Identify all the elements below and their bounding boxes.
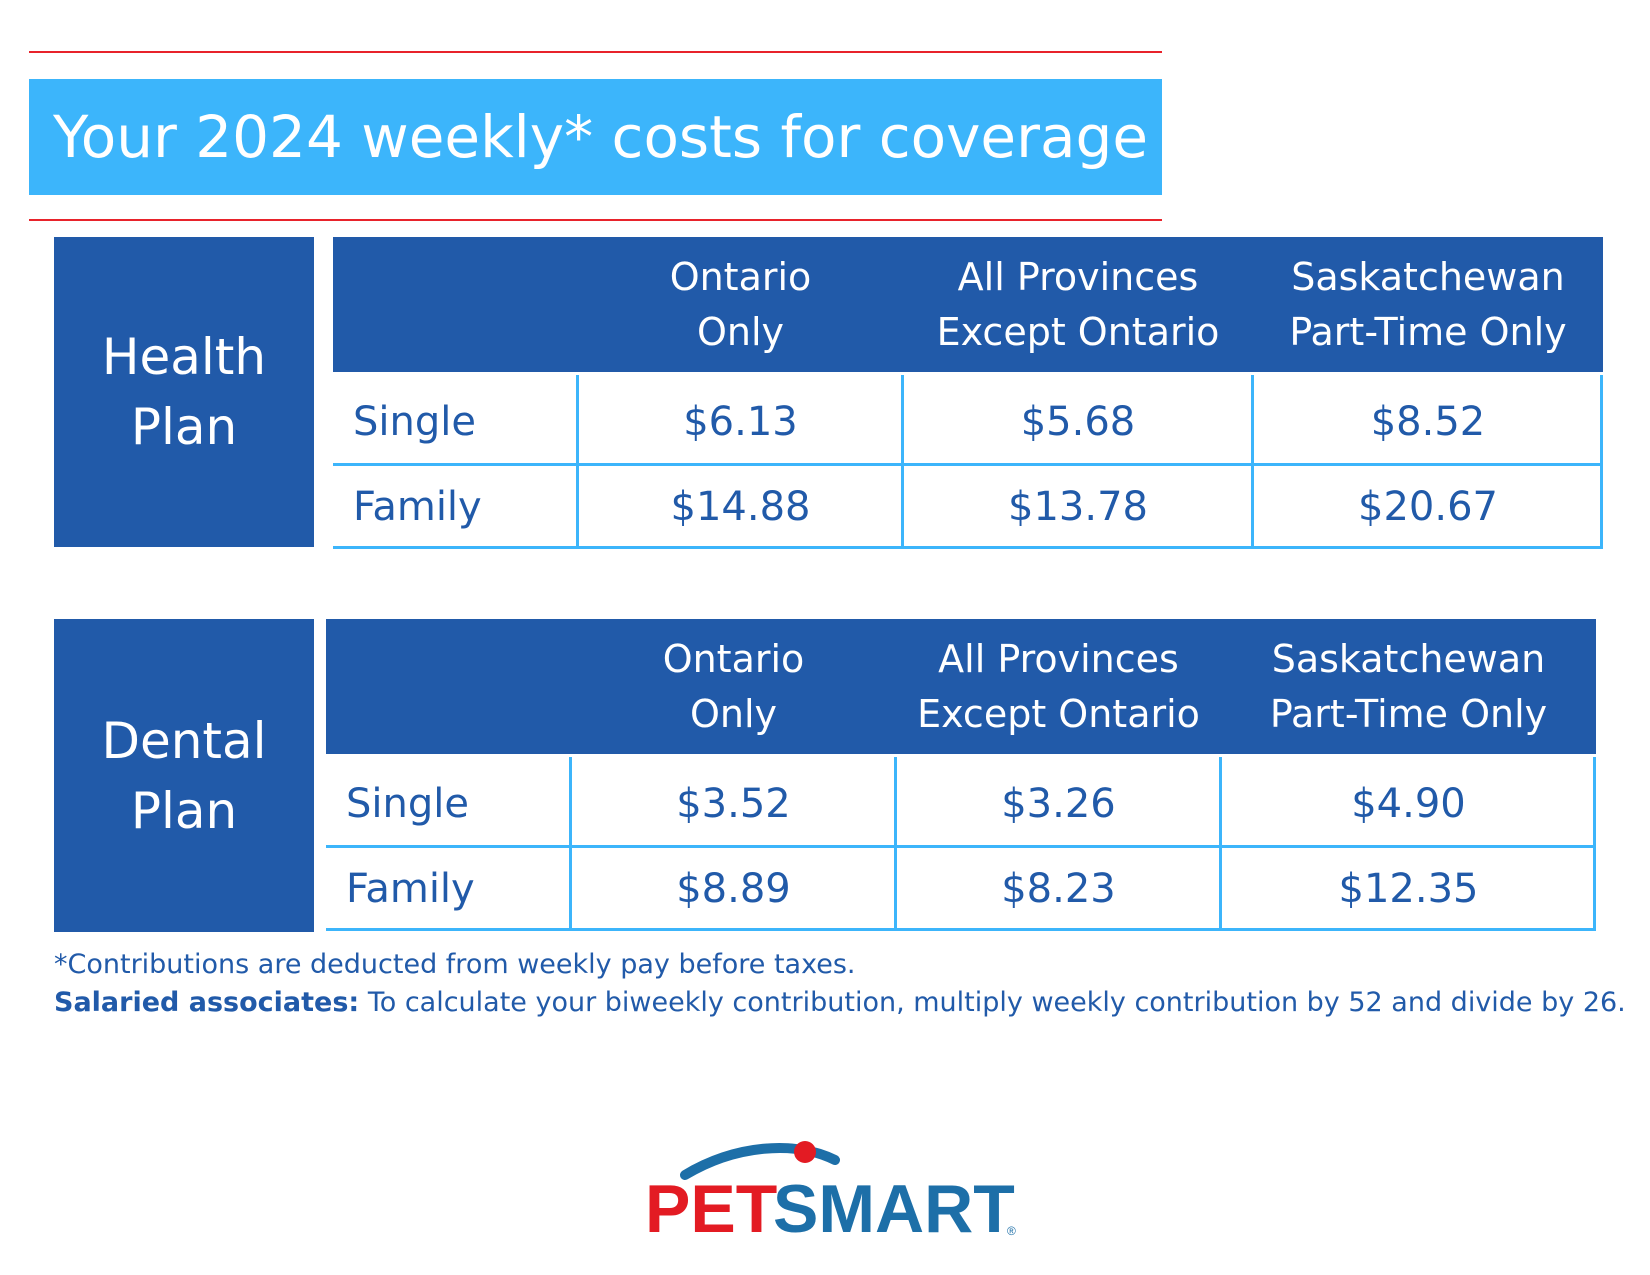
page-title: Your 2024 weekly* costs for coverage <box>29 79 1162 195</box>
logo-swoosh <box>680 1143 840 1180</box>
logo-ball-icon <box>794 1141 816 1163</box>
column-header-ontario: Ontario Only <box>571 619 896 754</box>
dental-plan-table: Ontario Only All Provinces Except Ontari… <box>326 619 1596 931</box>
table-header: Ontario Only All Provinces Except Ontari… <box>333 237 1603 372</box>
row-label-single: Single <box>346 781 469 827</box>
column-header-saskatchewan: Saskatchewan Part-Time Only <box>1253 237 1603 372</box>
column-header-line: Saskatchewan <box>1291 254 1565 299</box>
dental-family-all-provinces: $8.23 <box>1001 866 1116 912</box>
logo-text-pet: PET <box>645 1171 777 1247</box>
logo-text-smart: SMART <box>773 1171 1015 1247</box>
health-plan-label-line2: Plan <box>130 398 238 456</box>
dental-single-ontario: $3.52 <box>676 781 791 827</box>
column-header-line: Only <box>696 309 785 354</box>
column-header-ontario: Ontario Only <box>578 237 903 372</box>
grid-line <box>1593 757 1596 931</box>
logo-registered-mark: ® <box>1007 1224 1016 1238</box>
health-plan-label: Health Plan <box>54 237 314 547</box>
column-header-line: Ontario <box>669 254 812 299</box>
bottom-red-rule <box>29 219 1162 221</box>
dental-plan-label-line2: Plan <box>130 781 238 840</box>
column-header-line: Saskatchewan <box>1271 636 1546 681</box>
column-header-line: Part-Time Only <box>1269 691 1548 736</box>
column-header-saskatchewan: Saskatchewan Part-Time Only <box>1221 619 1596 754</box>
dental-single-all-provinces: $3.26 <box>1001 781 1116 827</box>
grid-line <box>569 757 572 931</box>
health-single-all-provinces: $5.68 <box>1020 399 1136 445</box>
grid-line <box>333 546 1603 549</box>
dental-plan-label: Dental Plan <box>54 619 314 932</box>
column-header-line: Except Ontario <box>936 309 1220 354</box>
dental-plan-label-line1: Dental <box>101 711 267 770</box>
health-plan-table: Ontario Only All Provinces Except Ontari… <box>333 237 1603 549</box>
column-header-all-provinces: All Provinces Except Ontario <box>903 237 1253 372</box>
footnote-salaried-text: To calculate your biweekly contribution,… <box>359 987 1626 1018</box>
grid-line <box>1219 757 1222 931</box>
column-header-line: Part-Time Only <box>1289 309 1567 354</box>
row-label-family: Family <box>353 484 482 530</box>
table-header: Ontario Only All Provinces Except Ontari… <box>326 619 1596 754</box>
health-family-ontario: $14.88 <box>670 484 811 530</box>
dental-family-saskatchewan: $12.35 <box>1338 866 1479 912</box>
footnote-contributions: *Contributions are deducted from weekly … <box>54 949 856 980</box>
grid-line <box>1251 375 1254 549</box>
petsmart-logo: PET SMART ® <box>645 1141 1016 1247</box>
grid-line <box>1600 375 1603 549</box>
top-red-rule <box>29 51 1162 53</box>
footnote-salaried: Salaried associates: To calculate your b… <box>54 987 1626 1018</box>
health-plan-label-line1: Health <box>101 328 267 386</box>
grid-line <box>894 757 897 931</box>
dental-single-saskatchewan: $4.90 <box>1351 781 1466 827</box>
health-single-saskatchewan: $8.52 <box>1370 399 1486 445</box>
column-header-line: Except Ontario <box>917 691 1200 736</box>
column-header-all-provinces: All Provinces Except Ontario <box>896 619 1221 754</box>
row-label-single: Single <box>353 399 476 445</box>
grid-line <box>901 375 904 549</box>
dental-family-ontario: $8.89 <box>676 866 791 912</box>
column-header-line: All Provinces <box>957 254 1199 299</box>
health-family-saskatchewan: $20.67 <box>1358 484 1498 530</box>
column-header-line: Only <box>689 691 778 736</box>
grid-line <box>326 928 1596 931</box>
grid-line <box>333 463 1603 466</box>
column-header-line: All Provinces <box>938 636 1179 681</box>
grid-line <box>326 845 1596 848</box>
footnote-salaried-label: Salaried associates: <box>54 987 360 1018</box>
column-header-line: Ontario <box>662 636 805 681</box>
row-label-family: Family <box>346 866 475 912</box>
health-single-ontario: $6.13 <box>683 399 798 445</box>
grid-line <box>576 375 579 549</box>
health-family-all-provinces: $13.78 <box>1008 484 1148 530</box>
